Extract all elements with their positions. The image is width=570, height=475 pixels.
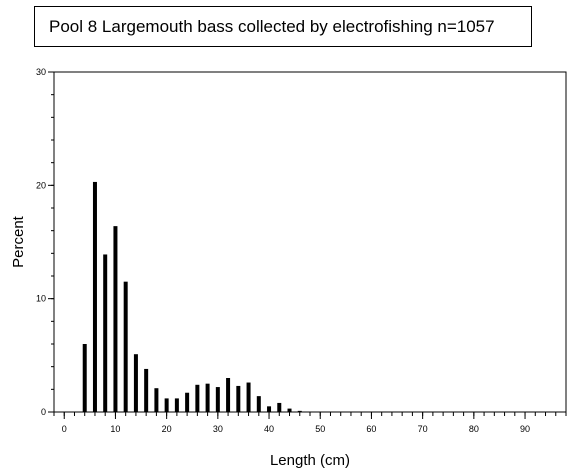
bar <box>246 382 251 412</box>
y-tick-label: 30 <box>36 67 46 77</box>
bar <box>144 368 149 412</box>
bar <box>82 344 87 412</box>
bar <box>215 387 220 412</box>
bar <box>185 392 190 412</box>
bar <box>133 354 138 412</box>
x-tick-label: 10 <box>110 424 120 434</box>
chart-title: Pool 8 Largemouth bass collected by elec… <box>49 17 495 36</box>
bar <box>113 226 118 412</box>
x-tick-label: 50 <box>315 424 325 434</box>
bar <box>267 406 272 412</box>
bar <box>123 281 128 412</box>
bar <box>103 254 108 412</box>
bar <box>297 410 302 412</box>
bar <box>226 378 231 412</box>
x-tick-label: 0 <box>62 424 67 434</box>
x-tick-label: 20 <box>162 424 172 434</box>
bar <box>277 402 282 412</box>
y-axis: 0 10 20 30 <box>36 67 54 417</box>
bar <box>164 398 169 412</box>
x-tick-label: 80 <box>469 424 479 434</box>
y-axis-label: Percent <box>10 215 27 268</box>
chart-title-box: Pool 8 Largemouth bass collected by elec… <box>34 6 532 47</box>
x-tick-label: 70 <box>418 424 428 434</box>
x-tick-label: 60 <box>366 424 376 434</box>
x-axis-label: Length (cm) <box>270 452 350 469</box>
y-tick-label: 10 <box>36 294 46 304</box>
y-tick-label: 20 <box>36 180 46 190</box>
y-tick-label: 0 <box>41 407 46 417</box>
x-tick-label: 30 <box>213 424 223 434</box>
bar <box>287 408 292 412</box>
plot-frame <box>53 71 567 413</box>
bar <box>195 384 200 412</box>
x-tick-label: 40 <box>264 424 274 434</box>
bar <box>236 385 241 412</box>
x-tick-label: 90 <box>520 424 530 434</box>
bar <box>256 396 261 412</box>
bar <box>205 383 210 412</box>
bars <box>82 181 302 412</box>
bar <box>154 388 159 412</box>
x-axis: 0 10 20 30 40 50 60 70 80 90 <box>53 412 567 434</box>
bar <box>174 398 179 412</box>
bar <box>92 181 97 412</box>
